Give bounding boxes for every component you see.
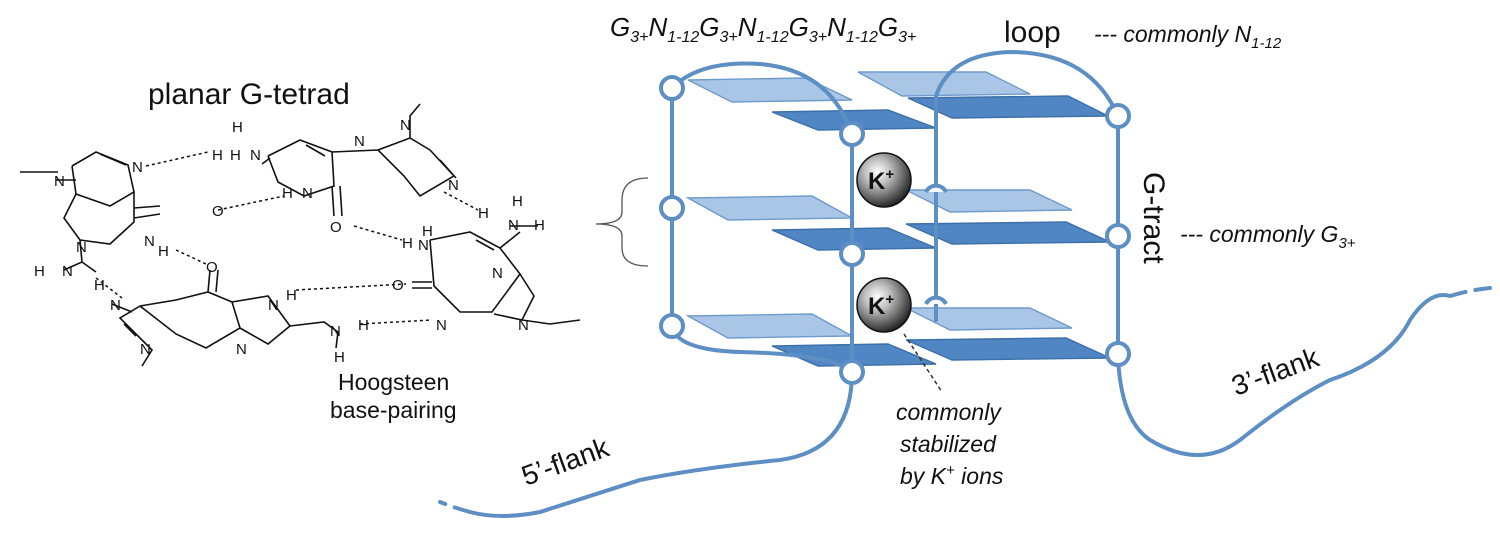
atom-h: H	[478, 205, 489, 222]
ion-symbol: K	[868, 293, 886, 320]
atom-h: H	[230, 147, 241, 164]
atom-h: H	[94, 277, 105, 294]
atom-n: N	[110, 297, 121, 314]
flank-5-label: 5’-flank	[517, 431, 613, 491]
hoogsteen-label-line1: Hoogsteen	[338, 369, 449, 395]
atom-n: N	[268, 297, 279, 314]
nucleotide-node	[839, 359, 865, 385]
atom-h: H	[512, 193, 523, 210]
atom-n: N	[492, 265, 503, 282]
atom-n: N	[62, 263, 73, 280]
atom-h: H	[334, 349, 345, 366]
atom-h: H	[534, 217, 545, 234]
loop-right	[934, 49, 1120, 118]
hydrogen-bonds	[95, 151, 479, 325]
atom-n: N	[54, 173, 65, 190]
tetrad-title: planar G-tetrad	[148, 78, 350, 111]
atom-o: O	[330, 219, 342, 236]
atom-h: H	[282, 185, 293, 202]
atom-n: N	[302, 185, 313, 202]
tetrad-plane	[685, 195, 855, 221]
nucleotide-node	[1105, 223, 1131, 249]
atom-n: N	[144, 233, 155, 250]
g-tract-label: G-tract	[1137, 172, 1170, 264]
atom-h: H	[212, 147, 223, 164]
potassium-ion: K+	[856, 277, 912, 333]
atom-n: N	[250, 147, 261, 164]
nucleotide-node	[659, 313, 685, 339]
ion-leader-line	[903, 333, 943, 393]
hoogsteen-label-line2: base-pairing	[330, 397, 457, 423]
stabilized-line3: by K+ ions	[900, 462, 1004, 489]
strands	[438, 49, 1492, 518]
stabilized-line1: commonly	[896, 399, 1002, 425]
atom-h: H	[358, 317, 369, 334]
nucleotide-node-half	[924, 183, 948, 194]
atom-n: N	[330, 323, 341, 340]
atom-labels: N N N H N H N H O H H N H H N N O H N N …	[34, 117, 545, 366]
nucleotide-node	[1105, 341, 1131, 367]
nucleotide-node	[659, 75, 685, 101]
atom-n: N	[448, 177, 459, 194]
g-tetrad-structure: planar G-tetrad N N N	[20, 78, 581, 423]
nucleotide-nodes	[659, 75, 1131, 385]
tetrad-plane	[905, 307, 1073, 331]
flank-5-strand	[468, 370, 854, 518]
atom-n: N	[508, 217, 519, 234]
atom-n: N	[400, 117, 411, 134]
tetrad-bonds	[20, 103, 581, 367]
atom-h: H	[422, 223, 433, 240]
svg-text:K+: K+	[868, 166, 894, 195]
atom-n: N	[518, 317, 529, 334]
stabilized-line2: stabilized	[900, 431, 997, 457]
loop-label: loop	[1004, 16, 1061, 49]
atom-o: O	[212, 203, 224, 220]
tetrad-plane	[905, 337, 1111, 361]
nucleotide-node-half	[924, 295, 948, 306]
atom-h: H	[158, 243, 169, 260]
tetrad-plane	[687, 77, 853, 103]
loop-note: --- commonly N1-12	[1094, 21, 1282, 52]
ion-symbol: K	[868, 168, 886, 195]
svg-text:K+: K+	[868, 291, 894, 320]
flank-3-dash	[1448, 286, 1492, 298]
potassium-ion: K+	[856, 152, 912, 208]
atom-h: H	[34, 263, 45, 280]
ion-charge: +	[885, 166, 894, 183]
g-quadruplex: K+ K+	[438, 49, 1492, 518]
g-tract-note: --- commonly G3+	[1180, 221, 1356, 252]
atom-n: N	[418, 237, 429, 254]
atom-n: N	[140, 341, 151, 358]
atom-o: O	[206, 259, 218, 276]
tetrad-plane	[857, 71, 1031, 97]
atom-n: N	[236, 341, 247, 358]
nucleotide-node	[839, 241, 865, 267]
nucleotide-node	[659, 195, 685, 221]
sequence-motif: G3+N1-12G3+N1-12G3+N1-12G3+	[610, 12, 916, 46]
nucleotide-node	[1105, 103, 1131, 129]
atom-o: O	[392, 277, 404, 294]
loop-bottom	[670, 324, 854, 374]
atom-h: H	[286, 287, 297, 304]
atom-h: H	[402, 235, 413, 252]
atom-n: N	[354, 133, 365, 150]
tetrad-brace	[595, 177, 649, 267]
tetrad-plane	[905, 189, 1073, 213]
atom-n: N	[132, 159, 143, 176]
flank-5-dash	[438, 500, 472, 514]
atom-h: H	[232, 119, 243, 136]
tetrad-plane	[685, 313, 855, 339]
flank-3-strand	[1116, 293, 1452, 457]
atom-n: N	[76, 239, 87, 256]
atom-n: N	[436, 317, 447, 334]
nucleotide-node	[839, 121, 865, 147]
ion-charge: +	[885, 291, 894, 308]
loop-left	[670, 61, 854, 136]
